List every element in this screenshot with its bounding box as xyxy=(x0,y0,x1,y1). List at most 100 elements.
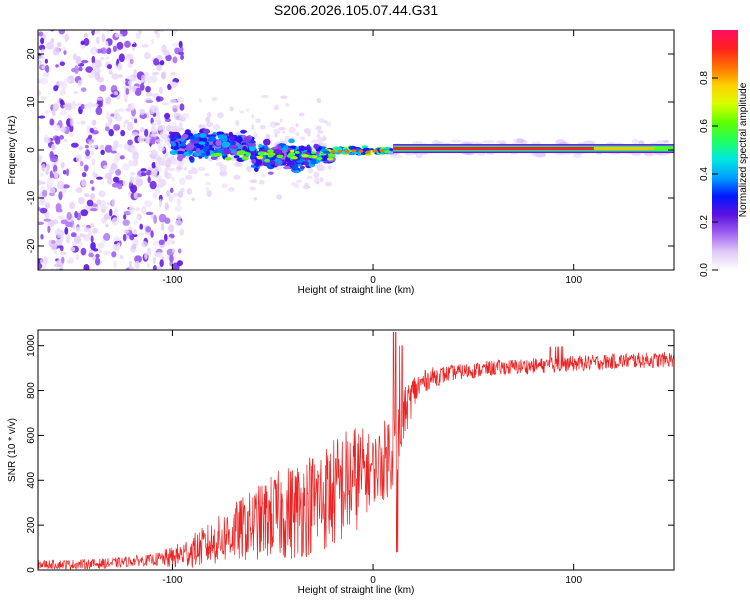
spectrogram-noise-blob xyxy=(80,87,87,92)
spectrogram-halo-blob xyxy=(655,140,669,145)
spectrogram-noise-blob xyxy=(78,145,84,151)
spectrogram-noise-blob xyxy=(164,172,172,180)
snr-series-line xyxy=(38,331,674,570)
spectrogram-noise-blob xyxy=(91,30,95,36)
spectrogram-haze-blob xyxy=(258,179,265,185)
spectrogram-signal-blob xyxy=(310,158,317,165)
spectrogram-noise-blob xyxy=(179,228,185,236)
spectrogram-signal-blob xyxy=(181,133,189,139)
spectrogram-haze-blob xyxy=(235,119,240,127)
spectrogram-noise-blob xyxy=(136,215,140,221)
spectrogram-noise-blob xyxy=(140,272,145,275)
spectrogram-haze-blob xyxy=(172,192,179,198)
spectrogram-noise-blob xyxy=(41,181,46,185)
spectrogram-noise-blob xyxy=(172,248,176,254)
spectrogram-hot-blob xyxy=(351,149,357,153)
spectrogram-haze-blob xyxy=(234,131,242,135)
spectrogram-noise-blob xyxy=(129,176,135,184)
spectrogram-noise-blob xyxy=(138,232,145,236)
spectrogram-noise-blob xyxy=(151,161,156,169)
spectrogram-haze-blob xyxy=(221,183,228,189)
spectrogram-noise-blob xyxy=(46,163,51,171)
spectrogram-noise-blob xyxy=(89,208,98,212)
spectrogram-noise-blob xyxy=(59,251,67,256)
spectrogram-noise-blob xyxy=(87,72,96,79)
spectrogram-noise-blob xyxy=(44,202,51,209)
spectrogram-noise-blob xyxy=(169,98,178,104)
spectrogram-noise-blob xyxy=(110,113,115,117)
spectrogram-signal-blob xyxy=(250,164,256,168)
spectrogram-noise-blob xyxy=(156,96,161,102)
spectrogram-signal-blob xyxy=(251,158,257,164)
spectrogram-noise-blob xyxy=(85,149,90,157)
spectrogram-haze-blob xyxy=(157,146,165,152)
spectrogram-haze-blob xyxy=(190,168,195,175)
spectrogram-noise-blob xyxy=(90,179,94,184)
spectrogram-noise-blob xyxy=(58,191,63,201)
spectrogram-noise-blob xyxy=(122,121,126,128)
spectrogram-noise-blob xyxy=(111,251,117,258)
spectrogram-haze-blob xyxy=(155,175,162,180)
spectrogram-noise-blob xyxy=(128,160,134,167)
spectrogram-noise-blob xyxy=(153,58,160,66)
spectrogram-noise-blob xyxy=(133,69,137,77)
spectrogram-noise-blob xyxy=(57,181,65,190)
spectrogram-noise-blob xyxy=(141,241,148,248)
spectrogram-noise-blob xyxy=(96,176,103,180)
spectrogram-noise-blob xyxy=(171,30,178,34)
spectrogram-noise-blob xyxy=(39,207,48,214)
spectrogram-noise-blob xyxy=(80,247,87,256)
spectrogram-noise-blob xyxy=(174,205,183,212)
spectrogram-noise-blob xyxy=(40,48,45,58)
spectrogram-noise-blob xyxy=(93,67,101,75)
spectrogram-haze-blob xyxy=(173,160,182,166)
spectrogram-peak-blob xyxy=(311,151,317,154)
spectrogram-noise-blob xyxy=(104,125,110,132)
spectrogram-noise-blob xyxy=(104,270,108,275)
spectrogram-noise-blob xyxy=(43,136,51,144)
spectrogram-haze-blob xyxy=(249,186,256,191)
spectrogram-haze-blob xyxy=(319,177,324,183)
spectrogram-noise-blob xyxy=(128,260,133,266)
spectrogram-transition-blob xyxy=(323,150,330,154)
spectrogram-noise-blob xyxy=(161,222,165,231)
spectrogram-haze-blob xyxy=(154,160,161,168)
spectrogram-ytick-label: -20 xyxy=(26,238,37,253)
spectrogram-noise-blob xyxy=(60,187,67,194)
spectrogram-noise-blob xyxy=(91,62,96,68)
spectrogram-signal-blob xyxy=(243,136,252,143)
spectrogram-noise-blob xyxy=(79,160,84,167)
spectrogram-transition-blob xyxy=(321,146,326,150)
spectrogram-haze-blob xyxy=(239,110,245,114)
spectrogram-haze-blob xyxy=(153,117,162,123)
spectrogram-noise-blob xyxy=(107,116,113,124)
spectrogram-signal-blob xyxy=(313,143,320,150)
spectrogram-hot-blob xyxy=(372,149,378,153)
spectrogram-noise-blob xyxy=(178,40,183,48)
spectrogram-noise-blob xyxy=(179,177,186,186)
spectrogram-ytick-label: 0 xyxy=(26,147,37,153)
spectrogram-peak-blob xyxy=(244,157,250,160)
spectrogram-noise-blob xyxy=(76,121,81,125)
spectrogram-noise-blob xyxy=(155,251,163,258)
spectrogram-haze-blob xyxy=(205,181,211,186)
spectrogram-noise-blob xyxy=(71,100,76,110)
spectrogram-noise-blob xyxy=(116,41,124,50)
spectrogram-noise-blob xyxy=(40,258,44,264)
colorbar-tick-label: 0.8 xyxy=(699,71,710,85)
spectrogram-noise-blob xyxy=(61,47,67,51)
spectrogram-haze-blob xyxy=(176,165,183,170)
spectrogram-noise-blob xyxy=(52,46,61,56)
spectrogram-haze-blob xyxy=(165,159,172,163)
spectrogram-haze-blob xyxy=(175,104,180,110)
spectrogram-noise-blob xyxy=(80,40,85,46)
spectrogram-noise-blob xyxy=(156,266,163,270)
spectrogram-ytick-label: -10 xyxy=(26,190,37,205)
spectrogram-signal-blob xyxy=(274,162,279,167)
spectrogram-noise-blob xyxy=(64,34,69,43)
spectrogram-noise-blob xyxy=(104,144,113,153)
spectrogram-noise-blob xyxy=(164,112,171,120)
spectrogram-haze-blob xyxy=(269,121,277,128)
spectrogram-noise-blob xyxy=(86,125,92,134)
